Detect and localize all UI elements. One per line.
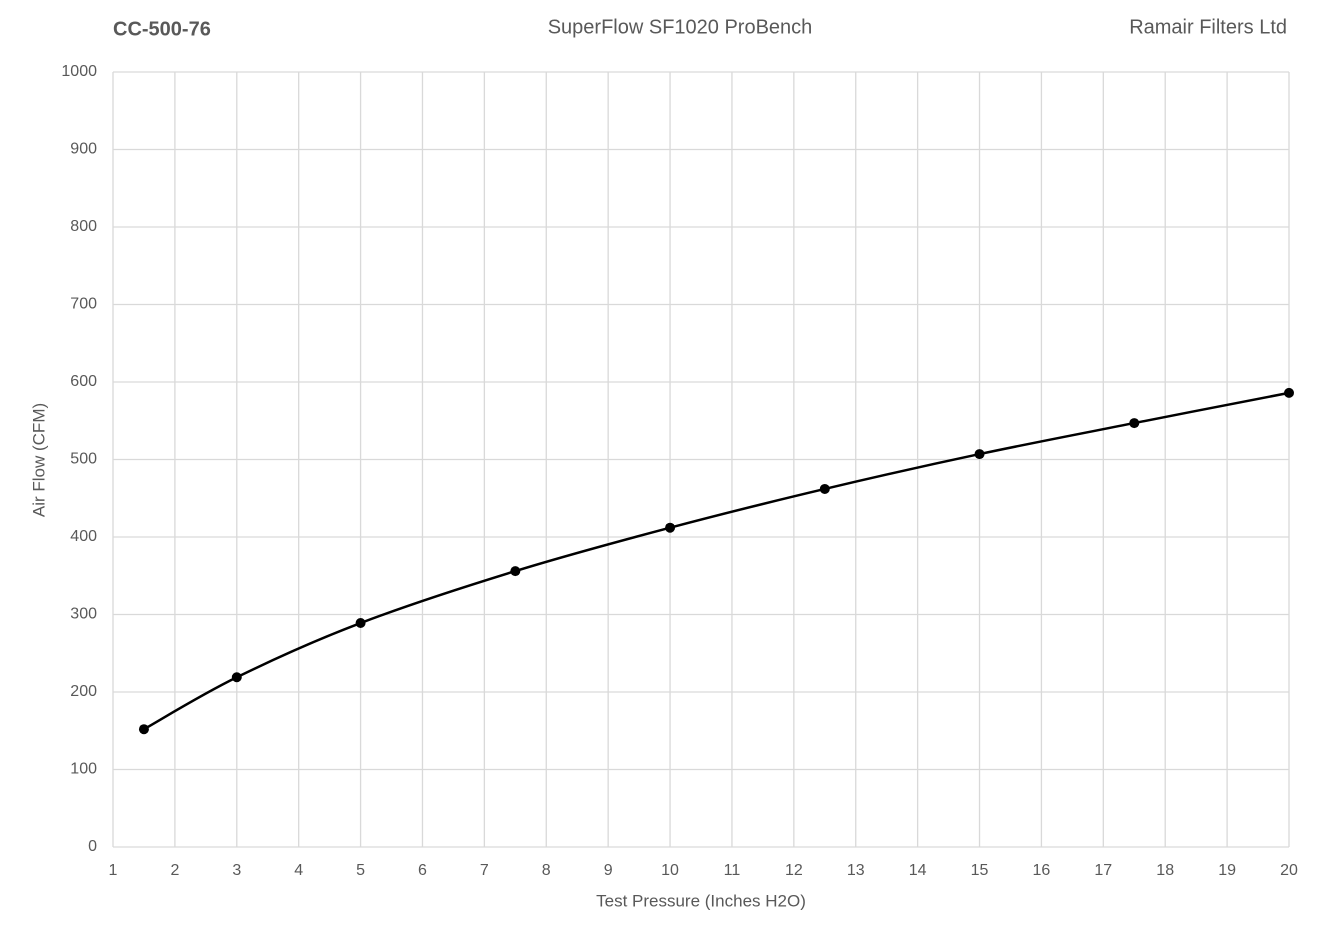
x-tick-label: 14	[909, 862, 927, 879]
x-tick-label: 18	[1156, 862, 1174, 879]
x-tick-label: 20	[1280, 862, 1298, 879]
x-tick-label: 10	[661, 862, 679, 879]
y-axis-label: Air Flow (CFM)	[29, 403, 48, 517]
x-tick-label: 9	[604, 862, 613, 879]
y-tick-label: 400	[70, 528, 97, 545]
x-tick-label: 12	[785, 862, 803, 879]
x-tick-label: 6	[418, 862, 427, 879]
data-point	[1129, 418, 1140, 429]
part-number: CC-500-76	[113, 18, 211, 40]
y-tick-label: 500	[70, 451, 97, 468]
data-line	[143, 391, 1290, 731]
data-point	[510, 566, 521, 577]
x-axis-label: Test Pressure (Inches H2O)	[596, 891, 806, 910]
x-tick-label: 4	[294, 862, 303, 879]
x-tick-label: 7	[480, 862, 489, 879]
data-point	[819, 483, 830, 494]
y-tick-label: 100	[70, 761, 97, 778]
data-point	[665, 522, 676, 533]
chart-title: SuperFlow SF1020 ProBench	[548, 16, 813, 38]
source-label: Ramair Filters Ltd	[1129, 16, 1287, 38]
y-tick-label: 900	[70, 141, 97, 158]
y-tick-label: 200	[70, 683, 97, 700]
x-tick-label: 15	[971, 862, 989, 879]
x-tick-label: 3	[232, 862, 241, 879]
data-point	[231, 672, 242, 683]
x-tick-label: 2	[170, 862, 179, 879]
x-tick-label: 13	[847, 862, 865, 879]
y-tick-label: 1000	[61, 63, 97, 80]
x-tick-label: 8	[542, 862, 551, 879]
y-tick-label: 600	[70, 373, 97, 390]
y-tick-label: 300	[70, 606, 97, 623]
x-tick-label: 1	[109, 862, 118, 879]
x-tick-label: 17	[1094, 862, 1112, 879]
x-tick-label: 16	[1033, 862, 1051, 879]
y-tick-label: 0	[88, 838, 97, 855]
data-point	[1284, 387, 1294, 398]
data-point	[138, 724, 149, 735]
data-point	[974, 449, 985, 460]
x-tick-label: 5	[356, 862, 365, 879]
data-point	[355, 618, 366, 629]
y-tick-label: 800	[70, 218, 97, 235]
x-tick-label: 11	[724, 862, 741, 879]
x-tick-label: 19	[1218, 862, 1236, 879]
y-tick-label: 700	[70, 296, 97, 313]
